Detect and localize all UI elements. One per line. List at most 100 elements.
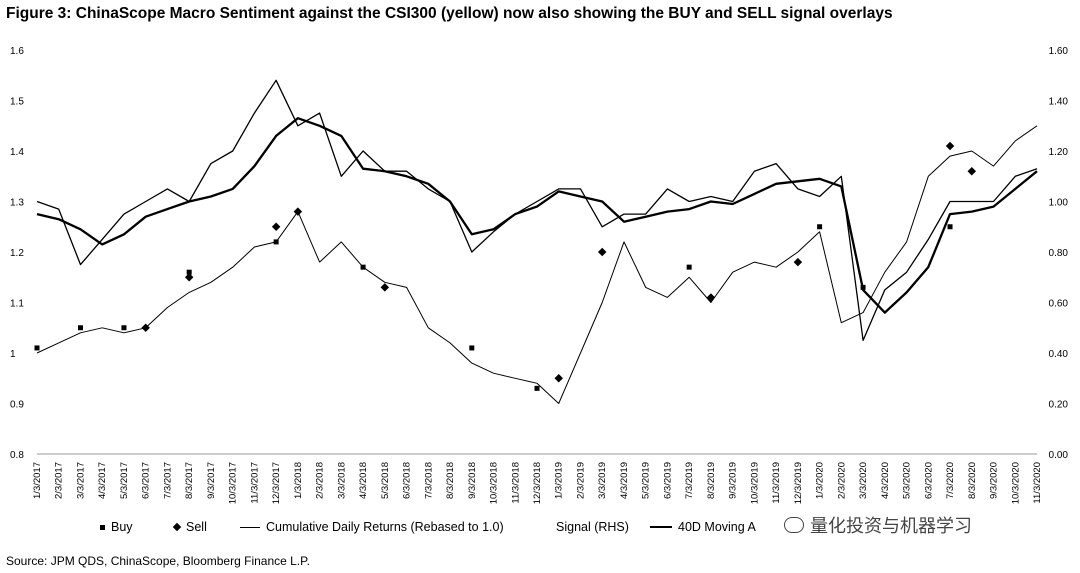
- x-tick-label: 3/3/2017: [75, 462, 86, 499]
- left-tick-label: 1.3: [10, 198, 24, 209]
- x-tick-label: 11/3/2020: [1032, 462, 1043, 504]
- x-tick-label: 9/3/2017: [206, 462, 217, 499]
- watermark: 量化投资与机器学习: [778, 512, 978, 538]
- right-tick-label: 0.60: [1049, 299, 1069, 310]
- legend-sell: Sell: [172, 514, 207, 540]
- sell-marker: [293, 207, 303, 216]
- legend-signal: Signal (RHS): [556, 514, 629, 540]
- x-tick-label: 9/3/2020: [989, 462, 1000, 499]
- x-tick-label: 5/3/2020: [902, 462, 913, 499]
- legend-buy: Buy: [100, 514, 133, 540]
- legend-buy-label: Buy: [111, 520, 133, 534]
- buy-marker: [34, 345, 40, 351]
- x-tick-label: 2/3/2020: [836, 462, 847, 499]
- right-tick-label: 0.40: [1049, 349, 1069, 360]
- buy-marker: [686, 264, 692, 270]
- left-tick-label: 1.6: [10, 46, 24, 57]
- x-tick-label: 9/3/2019: [728, 462, 739, 499]
- sell-marker: [706, 293, 716, 302]
- buy-marker: [273, 239, 279, 245]
- thick-line-icon: [650, 526, 672, 528]
- legend-ma-label: 40D Moving A: [678, 520, 756, 534]
- buy-marker: [186, 269, 192, 275]
- sell-marker: [271, 222, 281, 231]
- right-tick-label: 1.60: [1049, 46, 1069, 57]
- x-tick-label: 1/3/2020: [815, 462, 826, 499]
- chart-lines: [36, 79, 1038, 404]
- sell-marker-icon: [172, 522, 182, 532]
- x-tick-label: 7/3/2017: [162, 462, 173, 499]
- x-tick-label: 1/3/2017: [32, 462, 43, 499]
- source-note: Source: JPM QDS, ChinaScope, Bloomberg F…: [6, 554, 310, 568]
- x-tick-label: 3/3/2020: [858, 462, 869, 499]
- chart-title: Figure 3: ChinaScope Macro Sentiment aga…: [6, 5, 893, 22]
- buy-marker: [534, 385, 540, 391]
- x-tick-label: 6/3/2019: [662, 462, 673, 499]
- buy-marker: [121, 325, 127, 331]
- buy-marker: [360, 264, 366, 270]
- sell-marker: [793, 257, 803, 267]
- watermark-text: 量化投资与机器学习: [810, 516, 972, 536]
- x-tick-label: 4/3/2020: [880, 462, 891, 499]
- x-tick-label: 8/3/2020: [967, 462, 978, 499]
- x-tick-label: 12/3/2019: [793, 462, 804, 504]
- x-tick-label: 6/3/2020: [923, 462, 934, 499]
- x-tick-label: 5/3/2017: [119, 462, 130, 499]
- x-tick-label: 3/3/2018: [336, 462, 347, 499]
- legend-signal-label: Signal (RHS): [556, 520, 629, 534]
- legend-cumulative-label: Cumulative Daily Returns (Rebased to 1.0…: [266, 520, 504, 534]
- x-tick-label: 6/3/2017: [141, 462, 152, 499]
- legend-cumulative: Cumulative Daily Returns (Rebased to 1.0…: [240, 514, 504, 540]
- x-tick-label: 4/3/2018: [358, 462, 369, 499]
- left-tick-label: 1.5: [10, 97, 24, 108]
- series-line: [36, 79, 1038, 342]
- sell-marker: [141, 323, 150, 332]
- chart-markers: [34, 141, 977, 391]
- x-tick-label: 9/3/2018: [467, 462, 478, 499]
- x-tick-label: 10/3/2019: [749, 462, 760, 504]
- buy-marker-icon: [100, 524, 105, 530]
- x-tick-label: 5/3/2018: [380, 462, 391, 499]
- legend-sell-label: Sell: [186, 520, 207, 534]
- left-tick-label: 0.8: [10, 450, 24, 461]
- x-tick-label: 12/3/2018: [532, 462, 543, 504]
- x-tick-label: 4/3/2019: [619, 462, 630, 499]
- series-line: [36, 125, 1038, 404]
- buy-marker: [77, 325, 83, 331]
- chart-legend: Buy Sell Cumulative Daily Returns (Rebas…: [0, 514, 1080, 540]
- x-tick-label: 11/3/2019: [771, 462, 782, 504]
- x-tick-label: 7/3/2019: [684, 462, 695, 499]
- x-tick-label: 10/3/2018: [489, 462, 500, 504]
- sell-marker: [554, 374, 563, 383]
- buy-marker: [817, 224, 823, 230]
- wechat-icon: [784, 517, 804, 533]
- x-tick-label: 2/3/2017: [54, 462, 65, 499]
- x-tick-label: 2/3/2019: [575, 462, 586, 499]
- legend-ma: 40D Moving A: [650, 514, 756, 540]
- right-tick-label: 0.00: [1049, 450, 1069, 461]
- left-tick-label: 1.2: [10, 248, 24, 259]
- buy-marker: [947, 224, 953, 230]
- x-tick-label: 5/3/2019: [641, 462, 652, 499]
- series-line: [36, 117, 1038, 314]
- x-tick-label: 8/3/2019: [706, 462, 717, 499]
- buy-marker: [469, 345, 475, 351]
- right-tick-label: 1.00: [1049, 198, 1069, 209]
- left-tick-label: 0.9: [10, 400, 24, 411]
- right-tick-label: 1.40: [1049, 97, 1069, 108]
- right-tick-label: 1.20: [1049, 147, 1069, 158]
- x-tick-label: 8/3/2018: [445, 462, 456, 499]
- x-tick-label: 10/3/2017: [228, 462, 239, 504]
- buy-marker: [860, 284, 866, 290]
- sell-marker: [380, 283, 390, 292]
- x-tick-label: 4/3/2017: [97, 462, 108, 499]
- left-tick-label: 1: [10, 349, 16, 360]
- x-tick-label: 2/3/2018: [315, 462, 326, 499]
- x-tick-label: 11/3/2017: [249, 462, 260, 504]
- x-tick-label: 7/3/2018: [423, 462, 434, 499]
- sell-marker: [945, 141, 955, 151]
- right-tick-label: 0.80: [1049, 248, 1069, 259]
- x-tick-label: 1/3/2019: [554, 462, 565, 499]
- x-tick-label: 1/3/2018: [293, 462, 304, 499]
